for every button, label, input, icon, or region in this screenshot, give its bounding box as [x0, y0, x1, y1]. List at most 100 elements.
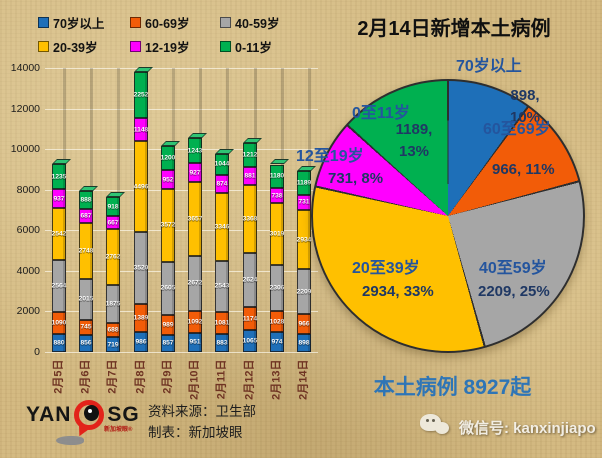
- bar-segment-60-69岁: 745: [78, 319, 93, 335]
- gridline: [45, 230, 318, 232]
- elephant-silhouette-icon: [56, 436, 84, 445]
- stacked-bar-2月11日: 883 1081 2543 3346 874 1044: [215, 68, 235, 352]
- bar-segment-70岁以上: 857: [160, 334, 175, 352]
- bar-segment-value: 738: [271, 192, 283, 200]
- bar-segment-value: 2542: [51, 230, 66, 238]
- bar-segment-value: 1044: [215, 160, 230, 169]
- bar-shadow-edge: [226, 68, 230, 352]
- bar-shadow-edge: [62, 68, 66, 352]
- bar-segment-60-69岁: 966: [297, 314, 312, 334]
- bar-segment-12-19岁: 667: [106, 215, 121, 230]
- bar-segment-70岁以上: 883: [215, 334, 230, 352]
- legend-label: 60-69岁: [145, 17, 190, 31]
- bar-segment-12-19岁: 731: [297, 195, 312, 210]
- legend-item: 60-69岁: [130, 13, 220, 32]
- bar-segment-0-11岁: 1212: [242, 142, 258, 168]
- bar-segment-value: 888: [80, 196, 92, 204]
- legend-item: 40-59岁: [220, 13, 304, 32]
- bar-segment-60-69岁: 1092: [188, 310, 202, 333]
- bar-segment-value: 2748: [78, 247, 94, 255]
- bar-segment-12-19岁: 874: [215, 175, 230, 193]
- pie-label-60-69: 60至69岁: [483, 121, 551, 138]
- legend-label: 40-59岁: [235, 17, 280, 31]
- gridline: [45, 149, 318, 151]
- bar-segment-value: 937: [53, 195, 65, 203]
- bar-segment-value: 856: [80, 339, 92, 347]
- bar-segment-value: 3346: [215, 223, 230, 231]
- bar-segment-value: 1148: [133, 125, 148, 134]
- legend-swatch-12-19: [130, 41, 141, 52]
- bar-segment-12-19岁: 687: [78, 209, 93, 223]
- bar-segment-60-69岁: 1174: [242, 306, 257, 331]
- bar-segment-value: 1174: [242, 314, 257, 323]
- logo-text-yan: YAN: [26, 403, 72, 426]
- bar-segment-value: 2543: [215, 282, 230, 291]
- legend-label: 0-11岁: [235, 41, 272, 55]
- gridline: [45, 108, 318, 110]
- legend-label: 20-39岁: [53, 41, 98, 55]
- bar-segment-value: 1189: [297, 179, 312, 187]
- bar-segment-value: 1028: [269, 318, 285, 326]
- legend-swatch-40-59: [220, 17, 231, 28]
- bar-segment-value: 3368: [242, 215, 258, 223]
- legend-swatch-20-39: [38, 41, 49, 52]
- bar-segment-60-69岁: 688: [106, 323, 121, 338]
- bar-segment-0-11岁: 918: [106, 197, 121, 216]
- bar-segment-60-69岁: 1090: [51, 312, 66, 335]
- bar-segment-40-59岁: 3520: [133, 232, 148, 304]
- bar-3d-cap: [106, 192, 126, 198]
- stacked-bar-2月10日: 951 1092 2672 3657 927 1243: [187, 68, 208, 352]
- bar-segment-0-11岁: 1189: [297, 170, 312, 196]
- bar-segment-0-11岁: 1200: [161, 145, 175, 170]
- y-tick-label: 4000: [16, 264, 40, 277]
- pie-label-0-11: 0至11岁: [352, 105, 410, 122]
- pie-value-70plus: 898, 10%: [509, 87, 541, 126]
- bar-segment-value: 667: [107, 219, 119, 227]
- bar-segment-value: 2564: [51, 282, 66, 290]
- wechat-bubble-small: [435, 422, 449, 434]
- yansg-logo: YAN SG: [26, 398, 140, 439]
- bar-segment-0-11岁: 1180: [269, 164, 285, 189]
- bar-segment-value: 857: [162, 339, 174, 347]
- x-axis-label-2月13日: 2月13日: [270, 359, 283, 400]
- bar-segment-value: 989: [162, 320, 174, 329]
- bar-segment-12-19岁: 881: [242, 167, 257, 186]
- bar-segment-value: 3572: [160, 221, 176, 230]
- y-tick-label: 8000: [16, 183, 40, 196]
- bar-segment-40-59岁: 2564: [51, 260, 66, 313]
- pie-label-40-59: 40至59岁: [479, 260, 547, 277]
- pie-value-12-19: 731, 8%: [328, 170, 384, 187]
- bar-segment-value: 880: [53, 339, 65, 347]
- bar-segment-value: 688: [107, 326, 119, 335]
- bar-3d-cap: [270, 159, 290, 165]
- pie-value-40-59: 2209, 25%: [478, 283, 550, 300]
- bar-segment-value: 2605: [160, 284, 176, 292]
- bar-segment-40-59岁: 1875: [105, 285, 121, 324]
- bar-segment-20-39岁: 2762: [106, 229, 121, 286]
- bar-segment-70岁以上: 898: [297, 333, 312, 352]
- bar-segment-value: 986: [135, 338, 147, 346]
- legend-swatch-60-69: [130, 17, 141, 28]
- wechat-eye: [426, 419, 429, 422]
- bar-segment-40-59岁: 2209: [297, 269, 312, 315]
- pie-chart: [311, 79, 585, 353]
- bar-segment-value: 918: [107, 202, 119, 211]
- bar-segment-value: 3657: [187, 215, 203, 223]
- bar-segment-value: 883: [216, 339, 228, 347]
- bar-shadow-edge: [308, 68, 312, 352]
- legend-item: 12-19岁: [130, 37, 220, 56]
- gridline: [45, 352, 318, 353]
- bar-segment-value: 2672: [187, 279, 203, 288]
- bar-segment-value: 1180: [269, 172, 285, 181]
- pie-label-20-39: 20至39岁: [352, 260, 420, 277]
- red-ring: [74, 400, 105, 430]
- bar-segment-value: 1875: [105, 300, 121, 309]
- bar-segment-70岁以上: 986: [133, 332, 148, 352]
- legend-item: 20-39岁: [38, 37, 130, 56]
- legend-item: 0-11岁: [220, 37, 304, 56]
- bar-segment-value: 1212: [242, 151, 258, 159]
- bar-segment-value: 4496: [133, 183, 148, 191]
- bar-segment-0-11岁: 888: [78, 191, 93, 209]
- logo-red-ring-icon: [74, 400, 105, 439]
